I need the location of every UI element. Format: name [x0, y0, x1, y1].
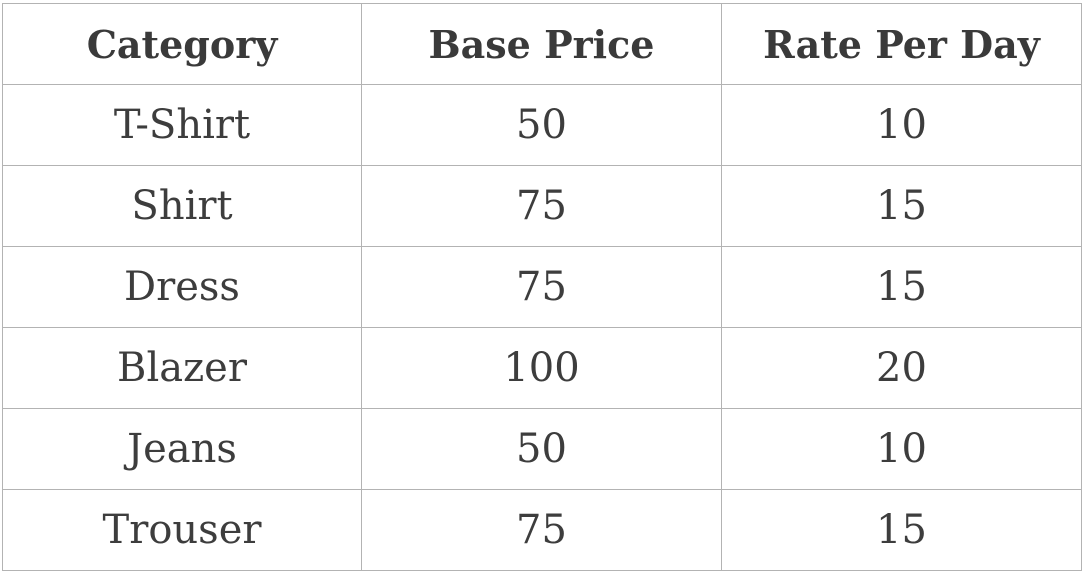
table-body: T-Shirt 50 10 Shirt 75 15 Dress 75 15 Bl…: [2, 84, 1082, 571]
category-cell: Dress: [2, 246, 362, 328]
header-row: Category Base Price Rate Per Day: [2, 3, 1082, 85]
base-price-cell: 75: [361, 489, 722, 571]
rate-per-day-cell: 10: [721, 408, 1082, 490]
base-price-cell: 50: [361, 408, 722, 490]
rate-per-day-cell: 15: [721, 246, 1082, 328]
price-table-container: Category Base Price Rate Per Day T-Shirt…: [2, 3, 1082, 571]
category-cell: Trouser: [2, 489, 362, 571]
rate-per-day-cell: 20: [721, 327, 1082, 409]
category-cell: Blazer: [2, 327, 362, 409]
price-table: Category Base Price Rate Per Day T-Shirt…: [2, 3, 1082, 571]
header-category: Category: [2, 3, 362, 85]
header-base-price: Base Price: [361, 3, 722, 85]
table-row: Jeans 50 10: [2, 408, 1082, 490]
category-cell: T-Shirt: [2, 84, 362, 166]
table-row: Dress 75 15: [2, 246, 1082, 328]
header-rate-per-day: Rate Per Day: [721, 3, 1082, 85]
rate-per-day-cell: 10: [721, 84, 1082, 166]
table-row: Trouser 75 15: [2, 489, 1082, 571]
base-price-cell: 75: [361, 165, 722, 247]
table-row: Shirt 75 15: [2, 165, 1082, 247]
table-header: Category Base Price Rate Per Day: [2, 3, 1082, 85]
rate-per-day-cell: 15: [721, 165, 1082, 247]
base-price-cell: 75: [361, 246, 722, 328]
base-price-cell: 50: [361, 84, 722, 166]
base-price-cell: 100: [361, 327, 722, 409]
table-row: Blazer 100 20: [2, 327, 1082, 409]
category-cell: Shirt: [2, 165, 362, 247]
category-cell: Jeans: [2, 408, 362, 490]
table-row: T-Shirt 50 10: [2, 84, 1082, 166]
rate-per-day-cell: 15: [721, 489, 1082, 571]
